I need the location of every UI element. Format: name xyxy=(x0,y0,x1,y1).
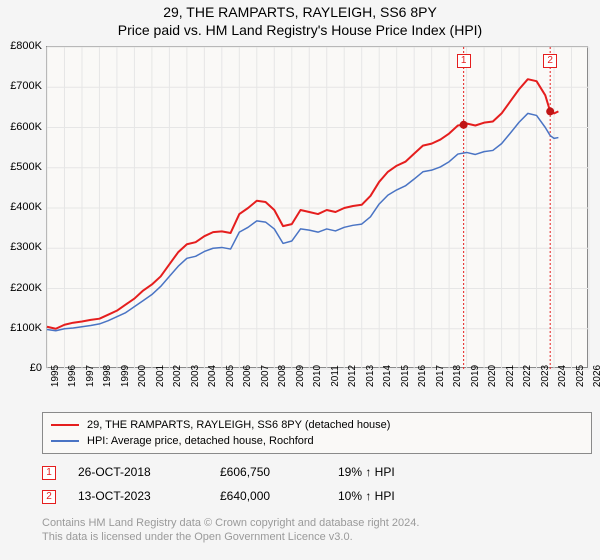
transaction-pct: 19% ↑ HPI xyxy=(338,465,448,479)
x-tick-label: 2003 xyxy=(190,365,201,387)
transaction-pct: 10% ↑ HPI xyxy=(338,489,448,503)
x-tick-label: 2008 xyxy=(277,365,288,387)
y-tick-label: £100K xyxy=(10,322,42,334)
x-tick-label: 2009 xyxy=(295,365,306,387)
y-tick-label: £0 xyxy=(30,362,42,374)
transaction-row: 2 13-OCT-2023£640,00010% ↑ HPI xyxy=(42,484,592,508)
x-tick-label: 2007 xyxy=(260,365,271,387)
chart-plot-area: 12 xyxy=(46,46,588,368)
x-tick-label: 2004 xyxy=(207,365,218,387)
chart-legend: 29, THE RAMPARTS, RAYLEIGH, SS6 8PY (det… xyxy=(42,412,592,454)
x-tick-label: 2000 xyxy=(137,365,148,387)
x-tick-label: 1997 xyxy=(85,365,96,387)
y-tick-label: £300K xyxy=(10,241,42,253)
x-tick-label: 2016 xyxy=(417,365,428,387)
chart-marker-2: 2 xyxy=(543,54,557,68)
y-tick-label: £500K xyxy=(10,161,42,173)
x-tick-label: 2010 xyxy=(312,365,323,387)
transaction-date: 13-OCT-2023 xyxy=(78,489,220,503)
legend-swatch xyxy=(51,424,79,426)
x-tick-label: 2017 xyxy=(435,365,446,387)
x-tick-label: 1996 xyxy=(67,365,78,387)
x-tick-label: 2005 xyxy=(225,365,236,387)
legend-item: HPI: Average price, detached house, Roch… xyxy=(51,433,583,449)
transaction-row: 1 26-OCT-2018£606,75019% ↑ HPI xyxy=(42,460,592,484)
footer-attribution: Contains HM Land Registry data © Crown c… xyxy=(42,516,592,545)
x-tick-label: 2024 xyxy=(557,365,568,387)
x-tick-label: 2013 xyxy=(365,365,376,387)
y-tick-label: £600K xyxy=(10,121,42,133)
x-tick-label: 2015 xyxy=(400,365,411,387)
x-tick-label: 2006 xyxy=(242,365,253,387)
x-tick-label: 2011 xyxy=(330,365,341,387)
x-tick-label: 2012 xyxy=(347,365,358,387)
transaction-price: £606,750 xyxy=(220,465,338,479)
x-tick-label: 1998 xyxy=(102,365,113,387)
x-tick-label: 2019 xyxy=(470,365,481,387)
x-tick-label: 1999 xyxy=(120,365,131,387)
x-tick-label: 2020 xyxy=(487,365,498,387)
x-tick-label: 2025 xyxy=(575,365,586,387)
transaction-table: 1 26-OCT-2018£606,75019% ↑ HPI 2 13-OCT-202… xyxy=(42,460,592,508)
x-tick-label: 2023 xyxy=(540,365,551,387)
transaction-marker-icon: 1 xyxy=(42,466,56,480)
x-tick-label: 2001 xyxy=(155,365,166,387)
y-tick-label: £700K xyxy=(10,80,42,92)
transaction-marker-icon: 2 xyxy=(42,490,56,504)
chart-svg xyxy=(47,47,587,367)
transaction-date: 26-OCT-2018 xyxy=(78,465,220,479)
x-tick-label: 2002 xyxy=(172,365,183,387)
legend-item: 29, THE RAMPARTS, RAYLEIGH, SS6 8PY (det… xyxy=(51,417,583,433)
legend-label: 29, THE RAMPARTS, RAYLEIGH, SS6 8PY (det… xyxy=(87,419,390,431)
x-tick-label: 2026 xyxy=(592,365,600,387)
footer-line-1: Contains HM Land Registry data © Crown c… xyxy=(42,516,592,530)
legend-swatch xyxy=(51,440,79,442)
transaction-price: £640,000 xyxy=(220,489,338,503)
chart-marker-1: 1 xyxy=(457,54,471,68)
y-tick-label: £400K xyxy=(10,201,42,213)
chart-subtitle: Price paid vs. HM Land Registry's House … xyxy=(0,22,600,38)
footer-line-2: This data is licensed under the Open Gov… xyxy=(42,530,592,544)
x-tick-label: 1995 xyxy=(50,365,61,387)
y-tick-label: £800K xyxy=(10,40,42,52)
x-tick-label: 2022 xyxy=(522,365,533,387)
x-tick-label: 2021 xyxy=(505,365,516,387)
y-tick-label: £200K xyxy=(10,282,42,294)
x-tick-label: 2018 xyxy=(452,365,463,387)
x-tick-label: 2014 xyxy=(382,365,393,387)
legend-label: HPI: Average price, detached house, Roch… xyxy=(87,435,314,447)
chart-title: 29, THE RAMPARTS, RAYLEIGH, SS6 8PY xyxy=(0,4,600,20)
